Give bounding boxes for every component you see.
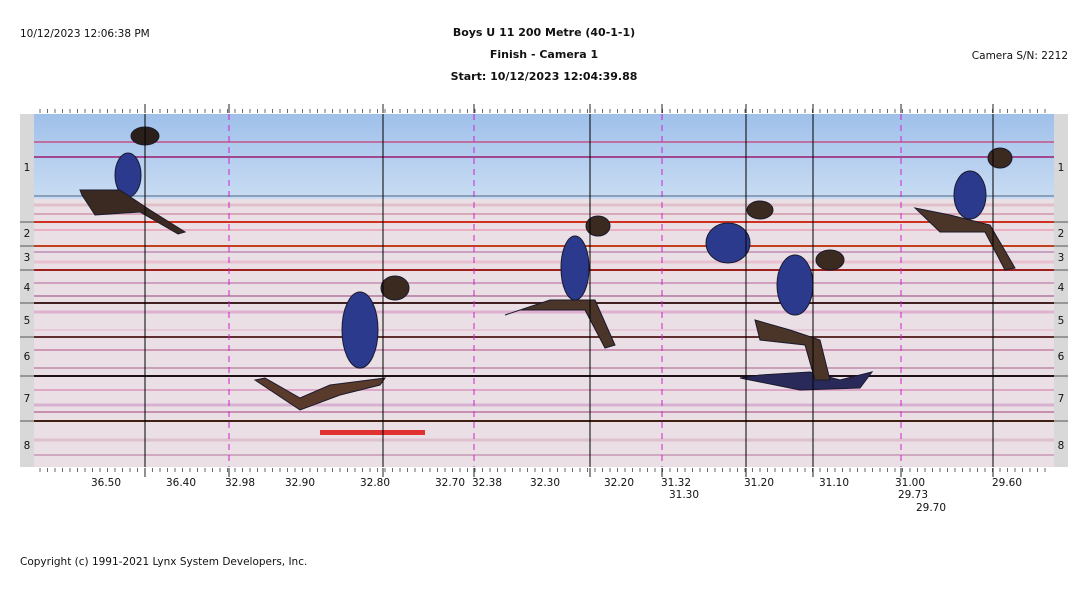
lane-label: 7 xyxy=(1058,393,1065,405)
runner xyxy=(253,377,387,411)
runners xyxy=(79,126,1016,435)
time-label: 31.10 xyxy=(819,477,849,489)
lane-label: 1 xyxy=(24,162,31,174)
runner xyxy=(754,319,831,381)
runner xyxy=(79,189,187,235)
time-label: 32.90 xyxy=(285,477,315,489)
runner xyxy=(987,147,1013,169)
runner xyxy=(776,254,814,316)
camera-title: Finish - Camera 1 xyxy=(490,48,598,61)
time-label: 29.70 xyxy=(916,502,946,514)
lane-label: 8 xyxy=(24,440,31,452)
shoe-blur xyxy=(320,430,425,435)
overlay: 1 1 2 2 3 3 4 4 5 5 6 6 7 7 8 8 36.50 36.40 32.98 32.90 32.8… xyxy=(24,104,1065,514)
time-label: 31.32 xyxy=(661,477,691,489)
lane-label: 4 xyxy=(1058,282,1065,294)
lane-label: 5 xyxy=(24,315,31,327)
lane-label: 8 xyxy=(1058,440,1065,452)
lane-label: 2 xyxy=(24,228,31,240)
track xyxy=(34,199,1054,467)
lane-label: 7 xyxy=(24,393,31,405)
capture-time: 10/12/2023 12:06:38 PM xyxy=(20,28,150,40)
lane-label: 3 xyxy=(24,252,31,264)
time-label: 29.73 xyxy=(898,489,928,501)
runner xyxy=(746,200,774,220)
time-label: 32.20 xyxy=(604,477,634,489)
runner xyxy=(504,299,616,349)
time-label: 36.50 xyxy=(91,477,121,489)
camera-serial: Camera S/N: 2212 xyxy=(972,50,1068,62)
lane-label: 1 xyxy=(1058,162,1065,174)
event-title: Boys U 11 200 Metre (40-1-1) xyxy=(453,26,635,39)
right-lane-column xyxy=(1054,114,1068,467)
finish-image xyxy=(20,114,1068,467)
runner xyxy=(341,291,379,369)
lane-label: 5 xyxy=(1058,315,1065,327)
copyright: Copyright (c) 1991-2021 Lynx System Deve… xyxy=(20,556,307,568)
lane-label: 2 xyxy=(1058,228,1065,240)
time-label: 31.00 xyxy=(895,477,925,489)
lane-label: 6 xyxy=(24,351,31,363)
time-label: 31.30 xyxy=(669,489,699,501)
time-label: 32.30 xyxy=(530,477,560,489)
time-label: 29.60 xyxy=(992,477,1022,489)
lane-label: 6 xyxy=(1058,351,1065,363)
time-label: 31.20 xyxy=(744,477,774,489)
runner xyxy=(585,215,611,237)
lane-label: 4 xyxy=(24,282,31,294)
runner xyxy=(953,170,987,220)
runner xyxy=(739,371,874,391)
left-lane-column xyxy=(20,114,34,467)
runner xyxy=(815,249,845,271)
runner xyxy=(380,275,410,301)
time-label: 32.70 xyxy=(435,477,465,489)
runner xyxy=(560,235,590,301)
time-label: 36.40 xyxy=(166,477,196,489)
runner xyxy=(913,207,1016,271)
runner xyxy=(705,222,751,264)
lane-label: 3 xyxy=(1058,252,1065,264)
start-time: Start: 10/12/2023 12:04:39.88 xyxy=(451,70,638,83)
time-label: 32.98 xyxy=(225,477,255,489)
time-label: 32.38 xyxy=(472,477,502,489)
time-label: 32.80 xyxy=(360,477,390,489)
